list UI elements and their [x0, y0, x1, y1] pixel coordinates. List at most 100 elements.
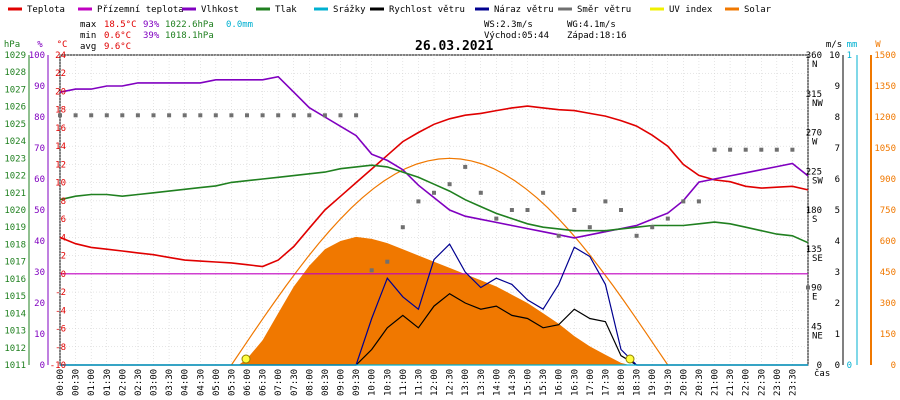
axis-tick-label: 1021: [4, 189, 26, 199]
axis-tick-label: 1050: [874, 144, 896, 154]
axis-tick-label: -6: [55, 325, 66, 335]
wind-dir-point: [338, 113, 343, 118]
x-tick-label: 15:30: [539, 369, 549, 396]
wind-dir-point: [307, 113, 312, 118]
axis-tick-label: 270: [806, 129, 822, 139]
x-tick-label: 22:30: [757, 369, 767, 396]
axis-tick-label: 8: [61, 197, 66, 207]
wind-dir-point: [322, 113, 327, 118]
wind-dir-point: [572, 208, 577, 212]
wind-dir-point: [525, 208, 530, 212]
wind-dir-point: [151, 113, 156, 118]
axis-tick-label: 0: [61, 270, 66, 280]
axis-tick-label: 9: [835, 82, 840, 92]
teplota-series-line: [59, 105, 809, 268]
x-tick-label: 11:30: [414, 369, 424, 396]
legend-label: Směr větru: [577, 5, 631, 15]
wind-dir-point: [712, 147, 717, 152]
x-tick-label: 18:00: [617, 369, 627, 396]
x-tick-label: 00:30: [72, 369, 82, 396]
stats-max-label: max: [80, 20, 97, 30]
left-axes: 1029102810271026102510241023102210211020…: [4, 40, 68, 371]
stats-max-hum: 93%: [143, 20, 160, 30]
axis-tick-label: 1013: [4, 327, 26, 337]
axis-tick-label: 900: [880, 175, 896, 185]
wind-dir-point: [619, 208, 623, 212]
axis-tick-label: 20: [34, 299, 45, 309]
axis-tick-label: 1019: [4, 223, 26, 233]
legend-label: Solar: [744, 5, 772, 15]
x-tick-label: 04:00: [181, 369, 191, 396]
wind-dir-point: [260, 113, 265, 118]
legend-label: Srážky: [333, 5, 366, 15]
stats-ws: WS:2.3m/s: [484, 20, 533, 30]
wind-dir-point: [509, 208, 514, 212]
axis-tick-label: 30: [34, 268, 45, 278]
wind-dir-point: [665, 216, 670, 221]
axis-tick-label: 1027: [4, 85, 26, 95]
axis-tick-label: 50: [34, 206, 45, 216]
axis-tick-label: 14: [55, 142, 66, 152]
axis-tick-label: 1016: [4, 275, 26, 285]
axis-tick-label: 24: [55, 51, 66, 61]
axis-tick-label: 1500: [874, 51, 896, 61]
x-tick-label: 11:00: [399, 369, 409, 396]
x-tick-label: 23:30: [788, 369, 798, 396]
rychlost-v-tru-series-line: [60, 292, 808, 366]
wind-dir-point: [198, 113, 203, 118]
axis-tick-label: 1020: [4, 206, 26, 216]
axis-tick-label: 22: [55, 69, 66, 79]
x-tick-label: 02:00: [118, 369, 128, 396]
x-tick-label: 15:00: [524, 369, 534, 396]
x-tick-label: 07:30: [290, 369, 300, 396]
axis-tick-label: 1: [847, 51, 852, 61]
wind-dir-point: [182, 113, 187, 118]
legend-label: Tlak: [275, 5, 297, 15]
axis-tick-label: 4: [835, 237, 840, 247]
x-tick-label: 19:30: [664, 369, 674, 396]
wind-dir-label: NW: [812, 99, 823, 109]
wind-dir-point: [400, 225, 405, 230]
stats-sunset: Západ:18:16: [567, 31, 627, 41]
axis-tick-label: 8: [835, 113, 840, 123]
axis-tick-label: 90: [811, 284, 822, 294]
n-raz-v-tru-series-line: [60, 243, 808, 366]
wind-dir-point: [89, 113, 94, 118]
x-tick-label: 10:30: [383, 369, 393, 396]
x-tick-label: 17:00: [586, 369, 596, 396]
chart-title: 26.03.2021: [415, 39, 493, 54]
x-tick-label: 17:30: [601, 369, 611, 396]
x-tick-label: 01:00: [87, 369, 97, 396]
x-tick-label: 04:30: [196, 369, 206, 396]
axis-tick-label: 1028: [4, 68, 26, 78]
stats-block: max 18.5°C 93% 1022.6hPa 0.0mm min 0.6°C…: [80, 20, 627, 52]
axis-tick-label: 0: [817, 361, 822, 371]
wind-dir-point: [73, 113, 78, 118]
legend-label: Teplota: [27, 5, 65, 15]
wind-dir-point: [245, 113, 249, 118]
axis-tick-label: 225: [806, 167, 822, 177]
axis-tick-label: 10: [829, 51, 840, 61]
axis-unit-label: °C: [57, 40, 68, 50]
stats-avg-label: avg: [80, 42, 96, 52]
x-tick-label: 21:30: [726, 369, 736, 396]
axis-tick-label: 16: [55, 124, 66, 134]
axis-tick-label: 750: [880, 206, 896, 216]
axis-tick-label: 45: [811, 322, 822, 332]
solar-area: [238, 236, 630, 365]
axis-tick-label: 1011: [4, 361, 26, 371]
x-tick-label: 08:00: [305, 369, 315, 396]
axis-tick-label: -2: [55, 288, 66, 298]
axis-tick-label: 4: [61, 233, 66, 243]
x-axis-label: čas: [814, 368, 830, 379]
axis-tick-label: 1024: [4, 137, 26, 147]
wind-dir-point: [774, 147, 779, 152]
axis-tick-label: 180: [806, 206, 822, 216]
axis-tick-label: 315: [806, 90, 822, 100]
wind-dir-point: [276, 113, 281, 118]
x-tick-label: 06:00: [243, 369, 253, 396]
axis-tick-label: -4: [55, 306, 66, 316]
axis-tick-label: 0: [891, 361, 896, 371]
wind-dir-point: [291, 113, 296, 118]
wind-dir-point: [58, 113, 62, 118]
